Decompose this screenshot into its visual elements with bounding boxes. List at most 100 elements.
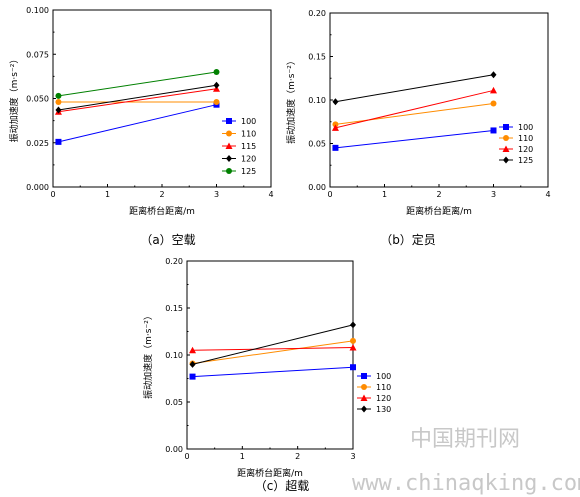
chart-panel-a: 0 1 2 3 4 0.000 0.025 0.050 0.075 0.100 距离桥台距离/m 振动…: [8, 6, 274, 217]
legend-label-110: 110: [241, 130, 256, 139]
data-point-125: [332, 98, 339, 106]
x-tick-label: 2: [436, 190, 441, 199]
legend-label-120: 120: [241, 155, 256, 164]
legend-marker-120: [502, 145, 510, 152]
plot-frame: [329, 12, 549, 188]
legend-label-125: 125: [518, 156, 533, 165]
legend-label-100: 100: [518, 123, 533, 132]
legend-label-110: 110: [518, 134, 533, 143]
data-point-100: [332, 144, 339, 151]
x-tick-label: 0: [327, 190, 332, 199]
legend-marker-100: [361, 373, 367, 379]
y-tick-label: 0.20: [165, 257, 183, 266]
series-line-100: [192, 366, 354, 378]
legend-marker-120: [360, 394, 368, 401]
data-point-125: [490, 71, 497, 79]
legend-marker-110: [361, 384, 367, 390]
data-point-120: [55, 106, 62, 114]
series-line-100: [335, 129, 494, 149]
x-tick-label: 3: [214, 190, 219, 199]
data-point-130: [350, 321, 356, 329]
series-line-100: [58, 104, 217, 143]
series-line-120: [192, 346, 354, 351]
x-tick-label: 4: [545, 190, 550, 199]
y-tick-label: 0.00: [165, 445, 183, 454]
data-point-125: [55, 92, 62, 99]
series-line-125: [58, 71, 217, 97]
x-tick-label: 0: [50, 190, 55, 199]
y-tick-label: 0.00: [308, 183, 326, 192]
y-axis-label: 振动加速度（m·s⁻²）: [8, 55, 20, 143]
data-point-100: [350, 364, 356, 371]
caption-c: （c）超载: [255, 478, 310, 493]
y-tick-label: 0.05: [308, 140, 326, 149]
data-point-130: [189, 360, 196, 368]
legend-label-100: 100: [376, 372, 391, 381]
legend-label-120: 120: [518, 145, 533, 154]
y-tick-label: 0.000: [26, 183, 49, 192]
legend-label-130: 130: [376, 405, 391, 414]
data-point-120: [331, 124, 339, 131]
legend-label-100: 100: [241, 117, 256, 126]
chart-panel-c: 0 1 2 3 0.00 0.05 0.10 0.15 0.20 距离桥台距离/m 振动加速度（m·…: [142, 257, 391, 479]
series-line-125: [335, 74, 494, 103]
legend-marker-110: [226, 130, 232, 137]
x-tick-label: 4: [268, 190, 273, 199]
x-tick-label: 2: [295, 452, 300, 461]
watermark-url: www.chinaqking.com: [352, 471, 580, 496]
legend-label-110: 110: [376, 383, 391, 392]
x-tick-label: 1: [105, 190, 110, 199]
y-tick-label: 0.20: [308, 9, 326, 18]
y-tick-label: 0.15: [308, 53, 326, 62]
y-axis-label: 振动加速度（m·s⁻²）: [142, 311, 154, 399]
plot-frame: [186, 260, 354, 450]
data-point-110: [55, 99, 62, 106]
x-axis-label: 距离桥台距离/m: [237, 467, 303, 479]
data-point-110: [490, 100, 497, 107]
x-tick-label: 1: [240, 452, 245, 461]
x-axis-label: 距离桥台距离/m: [406, 205, 472, 217]
plot-frame: [52, 9, 272, 188]
x-axis-label: 距离桥台距离/m: [129, 205, 195, 217]
data-point-100: [490, 127, 497, 134]
x-tick-label: 1: [382, 190, 387, 199]
legend-marker-125: [226, 168, 232, 174]
chart-panel-b: 0 1 2 3 4 0.00 0.05 0.10 0.15 0.20 距离桥台距离/m 振动加速度（m…: [285, 9, 551, 217]
legend-marker-130: [361, 405, 367, 413]
x-tick-label: 0: [184, 452, 189, 461]
legend-marker-100: [226, 118, 232, 124]
series-line-120: [58, 84, 217, 111]
caption-b: （b）定员: [380, 232, 436, 247]
watermark-title: 中国期刊网: [410, 427, 520, 452]
y-tick-label: 0.10: [165, 351, 183, 360]
data-point-125: [213, 68, 220, 75]
x-tick-label: 2: [159, 190, 164, 199]
data-point-120: [349, 343, 357, 351]
y-tick-label: 0.05: [165, 398, 183, 407]
data-point-120: [189, 346, 197, 354]
legend-marker-110: [503, 135, 509, 141]
data-point-110: [350, 337, 356, 344]
series-line-110: [192, 340, 354, 364]
data-point-120: [490, 86, 497, 94]
caption-a: （a）空载: [140, 233, 195, 247]
legend-label-120: 120: [376, 394, 391, 403]
data-point-100: [55, 138, 62, 145]
series-line-110: [335, 102, 494, 125]
data-point-110: [213, 99, 220, 106]
y-tick-label: 0.050: [26, 95, 49, 104]
legend-marker-115: [225, 142, 233, 149]
y-tick-label: 0.100: [26, 6, 49, 15]
y-tick-label: 0.025: [26, 139, 49, 148]
legend-marker-120: [226, 155, 232, 162]
series-line-120: [335, 89, 494, 129]
y-tick-label: 0.075: [26, 50, 49, 59]
data-point-100: [189, 373, 196, 380]
legend-marker-125: [503, 156, 509, 164]
series-line-115: [58, 88, 217, 113]
y-tick-label: 0.10: [308, 96, 326, 105]
legend-label-125: 125: [241, 167, 256, 176]
legend-marker-100: [503, 124, 509, 130]
x-tick-label: 3: [350, 452, 355, 461]
